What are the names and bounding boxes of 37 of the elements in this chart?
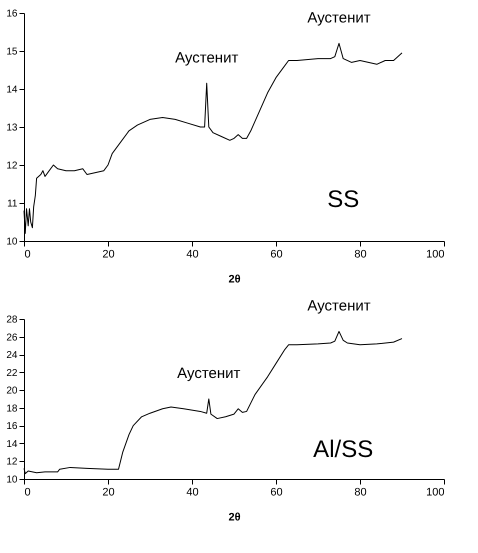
x-tick-label: 60 — [270, 248, 283, 260]
y-tick-label: 26 — [6, 332, 18, 344]
annotation: Аустенит — [307, 9, 371, 26]
y-tick-label: 16 — [6, 421, 18, 432]
y-tick-label: 12 — [6, 456, 18, 468]
y-tick-label: 15 — [6, 46, 18, 58]
y-tick-label: 22 — [6, 368, 18, 379]
x-tick-label: 0 — [24, 486, 31, 498]
x-tick-label: 60 — [270, 486, 283, 498]
y-tick-label: 14 — [6, 84, 18, 96]
y-tick-label: 18 — [6, 403, 18, 414]
x-tick-label: 20 — [102, 486, 115, 498]
annotation: Аустенит — [175, 49, 238, 66]
y-tick-label: 24 — [6, 350, 18, 362]
y-tick-label: 16 — [6, 8, 18, 20]
x-tick-label: 80 — [354, 486, 367, 498]
x-axis-title: 2θ — [228, 512, 241, 524]
x-tick-label: 100 — [426, 486, 444, 498]
annotation: Al/SS — [313, 436, 374, 464]
y-tick-label: 28 — [6, 314, 18, 326]
x-tick-label: 80 — [354, 248, 367, 260]
y-tick-label: 11 — [7, 198, 18, 210]
y-tick-label: 20 — [6, 386, 18, 397]
x-tick-label: 40 — [186, 486, 199, 498]
y-tick-label: 10 — [6, 474, 18, 486]
y-tick-label: 14 — [6, 438, 18, 450]
x-tick-label: 20 — [102, 248, 115, 260]
annotation: Аустенит — [307, 297, 371, 314]
x-tick-label: 40 — [186, 248, 199, 260]
annotation: SS — [327, 186, 360, 213]
y-tick-label: 12 — [6, 160, 18, 172]
y-tick-label: 10 — [6, 236, 18, 248]
x-tick-label: 0 — [24, 248, 31, 260]
annotation: Аустенит — [177, 365, 241, 382]
x-axis-title: 2θ — [228, 274, 241, 286]
x-tick-label: 100 — [426, 248, 444, 260]
y-tick-label: 13 — [6, 122, 18, 134]
